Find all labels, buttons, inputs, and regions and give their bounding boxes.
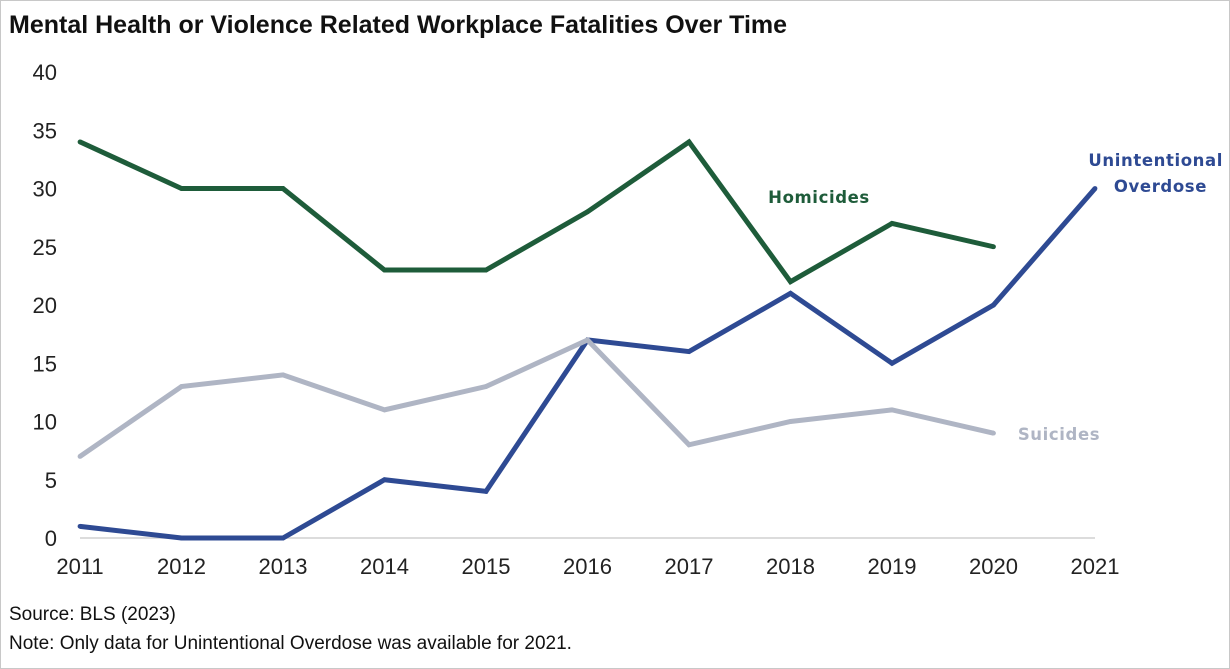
series-line-suicides xyxy=(78,336,995,459)
data-point-suicides xyxy=(991,430,996,436)
data-point-unintentional-overdose xyxy=(788,290,793,296)
x-axis-ticks: 2011 2012 2013 2014 2015 2016 2017 2018 2019 2020… xyxy=(56,554,1119,579)
data-point-homicides xyxy=(686,139,692,145)
data-point-suicides xyxy=(686,442,692,448)
data-point-suicides xyxy=(280,372,286,378)
data-point-homicides xyxy=(382,267,387,273)
data-point-suicides xyxy=(585,337,590,343)
y-axis-ticks: 0 5 10 15 20 25 30 35 40 xyxy=(33,60,57,551)
chart-title: Mental Health or Violence Related Workpl… xyxy=(9,11,788,39)
data-point-unintentional-overdose xyxy=(280,535,286,541)
label-homicides: Homicides xyxy=(768,188,870,207)
y-tick-label: 35 xyxy=(33,118,57,143)
source-note: Source: BLS (2023) xyxy=(9,604,176,625)
y-tick-label: 0 xyxy=(45,526,57,551)
label-suicides: Suicides xyxy=(1018,425,1100,444)
data-point-homicides xyxy=(280,186,286,191)
x-tick-label: 2016 xyxy=(563,554,612,579)
series-line-homicides xyxy=(78,138,995,285)
label-overdose-line2: Overdose xyxy=(1114,177,1207,196)
x-tick-label: 2020 xyxy=(969,554,1018,579)
y-tick-label: 20 xyxy=(33,293,57,318)
data-point-unintentional-overdose xyxy=(686,349,692,354)
x-tick-label: 2021 xyxy=(1071,554,1120,579)
x-tick-label: 2018 xyxy=(766,554,815,579)
x-tick-label: 2011 xyxy=(56,554,103,579)
y-tick-label: 15 xyxy=(33,351,57,376)
data-point-homicides xyxy=(483,267,489,273)
series-line-unintentional-overdose xyxy=(79,186,1097,541)
y-tick-label: 40 xyxy=(33,60,57,85)
data-point-homicides xyxy=(788,279,793,285)
data-point-suicides xyxy=(889,407,895,413)
y-tick-label: 10 xyxy=(33,410,57,435)
x-tick-label: 2013 xyxy=(259,554,308,579)
label-overdose-line1: Unintentional xyxy=(1088,151,1223,170)
data-point-unintentional-overdose xyxy=(483,489,489,494)
data-point-homicides xyxy=(991,244,996,250)
y-tick-label: 30 xyxy=(33,177,57,202)
x-tick-label: 2017 xyxy=(665,554,714,579)
x-tick-label: 2014 xyxy=(360,554,409,579)
x-tick-label: 2012 xyxy=(157,554,206,579)
y-tick-label: 25 xyxy=(33,235,57,260)
data-point-unintentional-overdose xyxy=(77,523,83,529)
x-tick-label: 2019 xyxy=(868,554,917,579)
series-lines xyxy=(77,138,1098,541)
y-tick-label: 5 xyxy=(45,468,57,493)
data-point-suicides xyxy=(788,419,793,424)
data-point-homicides xyxy=(889,221,895,226)
data-point-homicides xyxy=(585,209,590,215)
data-point-homicides xyxy=(77,139,83,145)
data-point-suicides xyxy=(179,384,184,389)
x-tick-label: 2015 xyxy=(462,554,511,579)
data-point-unintentional-overdose xyxy=(991,302,996,308)
data-point-homicides xyxy=(179,186,184,191)
data-point-unintentional-overdose xyxy=(382,477,387,483)
data-point-suicides xyxy=(483,384,489,389)
data-point-unintentional-overdose xyxy=(1092,186,1098,191)
data-point-suicides xyxy=(382,407,387,413)
data-point-suicides xyxy=(77,454,83,459)
data-point-unintentional-overdose xyxy=(889,360,895,366)
footnote: Note: Only data for Unintentional Overdo… xyxy=(9,633,572,654)
data-point-unintentional-overdose xyxy=(179,535,184,541)
